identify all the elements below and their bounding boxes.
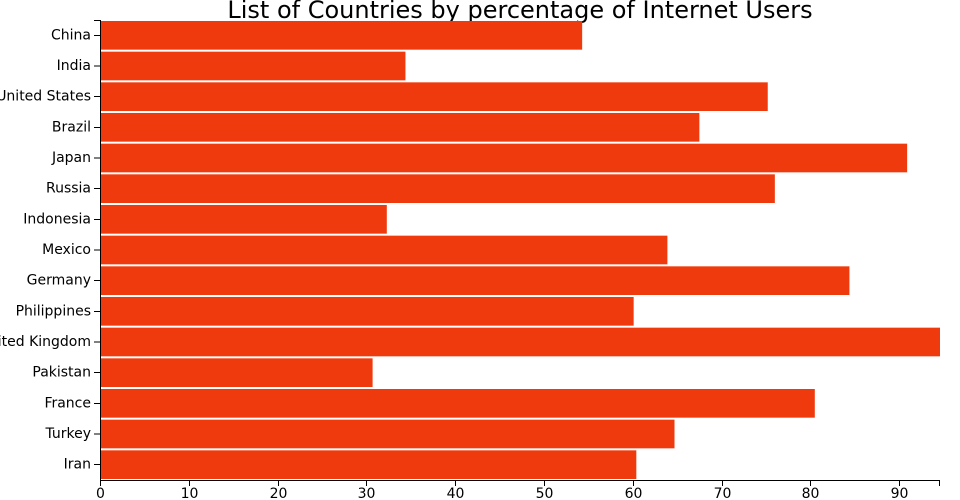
x-tick-label: 90 (891, 486, 909, 500)
x-tick-label: 0 (96, 486, 105, 500)
chart-title: List of Countries by percentage of Inter… (227, 0, 813, 24)
y-tick-label: United States (0, 89, 91, 105)
y-tick-label: Mexico (42, 242, 91, 258)
bar-united-states (100, 82, 768, 111)
bar-china (100, 21, 583, 50)
bar-russia (100, 174, 775, 203)
bar-united-kingdom (100, 327, 940, 357)
y-tick-label: United Kingdom (0, 334, 91, 350)
bar-turkey (100, 419, 675, 449)
y-tick-label: Turkey (44, 426, 91, 442)
y-axis: China India United States Brazil Japan Russia… (0, 20, 101, 480)
y-tick-label: Germany (27, 273, 91, 289)
bar-germany (100, 266, 850, 295)
bar-japan (100, 143, 908, 173)
x-tick-label: 40 (447, 486, 465, 500)
bar-pakistan (100, 358, 373, 387)
bar-iran (100, 450, 637, 479)
bars-group (100, 21, 940, 479)
x-tick-label: 20 (270, 486, 288, 500)
y-tick-label: Iran (64, 457, 91, 473)
y-tick-label: Pakistan (32, 365, 91, 381)
bar-brazil (100, 113, 700, 142)
y-tick-label: India (57, 58, 91, 74)
y-tick-label: Philippines (16, 303, 91, 319)
bar-philippines (100, 297, 634, 326)
x-tick-label: 50 (536, 486, 554, 500)
y-tick-label: France (44, 395, 91, 411)
bar-france (100, 389, 815, 418)
x-tick-label: 60 (625, 486, 643, 500)
x-tick-label: 80 (802, 486, 820, 500)
bar-mexico (100, 235, 668, 265)
y-tick-label: Brazil (52, 119, 91, 135)
x-tick-label: 70 (714, 486, 732, 500)
y-tick-label: Japan (51, 150, 91, 166)
y-tick-label: Russia (46, 181, 91, 197)
x-tick-label: 30 (358, 486, 376, 500)
x-tick-label: 10 (181, 486, 199, 500)
y-tick-label: Indonesia (23, 211, 91, 227)
bar-indonesia (100, 205, 387, 234)
y-tick-label: China (51, 27, 91, 43)
x-axis: 0 10 20 30 40 50 60 70 80 90 (96, 480, 940, 500)
bar-india (100, 51, 406, 81)
